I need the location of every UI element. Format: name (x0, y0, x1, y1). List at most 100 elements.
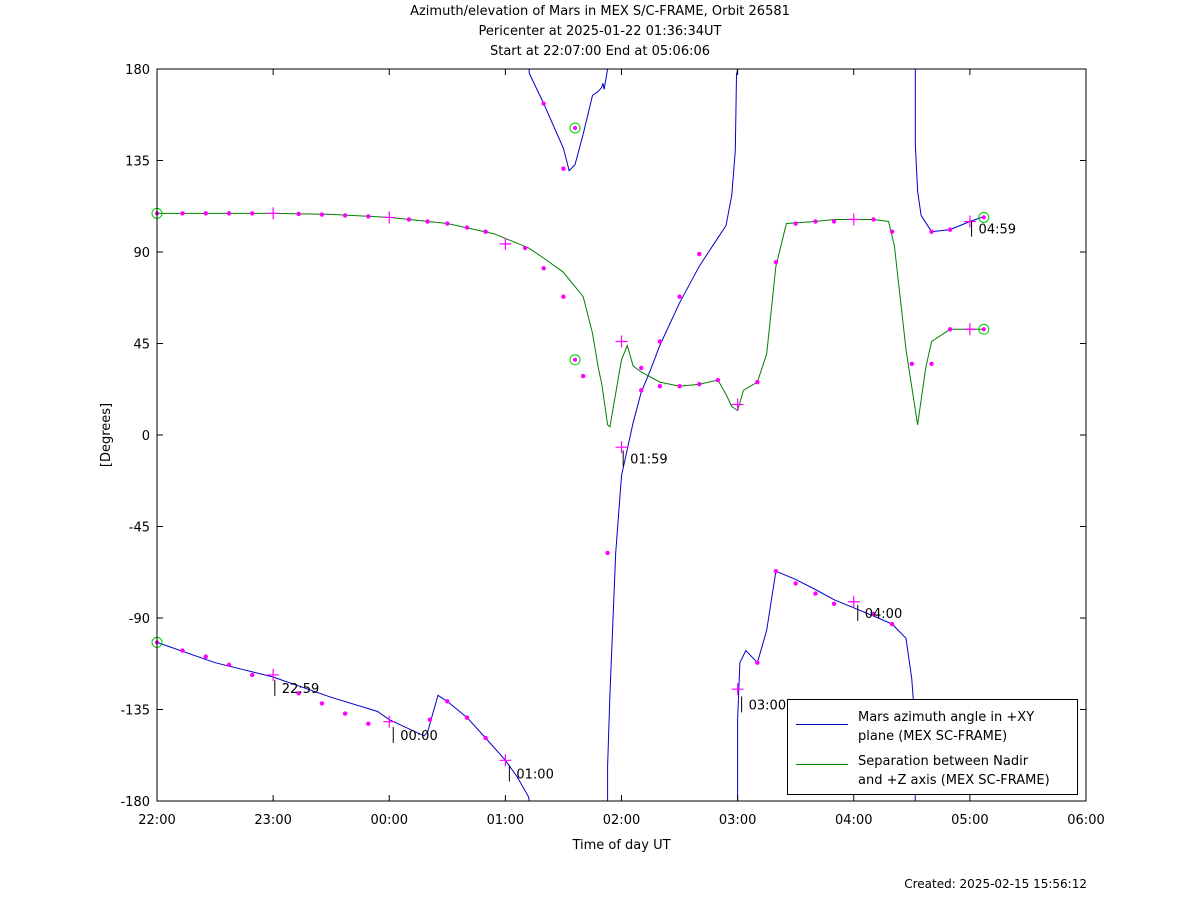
data-marker (657, 339, 663, 344)
time-annotations-layer: 22:59 00:00 01:00 01:59 03:00 04:00 04:59 (274, 220, 1016, 783)
hour-marker (383, 211, 396, 224)
data-marker (180, 648, 185, 653)
data-marker (561, 166, 566, 171)
data-marker (947, 327, 953, 332)
data-marker (522, 245, 528, 251)
endpoint-dot (981, 327, 986, 332)
hour-marker (383, 715, 396, 728)
data-marker (605, 550, 610, 556)
plot-series-layer (156, 68, 984, 802)
endpoint-dot (981, 215, 986, 220)
series-line-azimuth (528, 68, 609, 172)
data-marker (773, 569, 779, 574)
data-marker (180, 211, 185, 216)
data-marker (464, 715, 470, 720)
series-line-azimuth (156, 641, 530, 802)
data-marker (871, 611, 876, 617)
x-tick-label: 02:00 (603, 813, 640, 828)
series-line-separation (157, 212, 984, 428)
hour-marker (267, 207, 280, 220)
y-tick-label: 180 (125, 63, 150, 78)
x-tick-label: 00:00 (371, 813, 408, 828)
hour-marker (731, 683, 744, 696)
data-marker (755, 379, 760, 385)
data-marker (342, 213, 348, 218)
data-marker (406, 217, 412, 222)
endpoint-marker (569, 354, 581, 366)
hour-marker (615, 441, 628, 454)
y-tick-label: -180 (120, 795, 150, 810)
hour-marker (499, 237, 512, 250)
x-tick-label: 06:00 (1067, 813, 1104, 828)
annotation-label: 01:59 (630, 452, 667, 467)
data-marker (561, 294, 566, 299)
x-tick-label: 05:00 (951, 813, 988, 828)
data-marker (366, 721, 371, 726)
x-tick-label: 01:00 (487, 813, 524, 828)
data-marker (296, 211, 301, 217)
data-marker (929, 229, 934, 234)
hour-marker (847, 595, 860, 608)
y-tick-label: -45 (129, 521, 150, 536)
data-marker (483, 229, 488, 234)
endpoint-marker (978, 323, 990, 335)
data-marker (366, 214, 371, 219)
hour-marker (847, 213, 860, 226)
created-timestamp: Created: 2025-02-15 15:56:12 (904, 877, 1087, 891)
annotation-label: 00:00 (400, 729, 437, 744)
annotation-label: 04:00 (865, 607, 902, 622)
x-tick-label: 23:00 (254, 813, 291, 828)
hour-marker (963, 215, 976, 228)
start-end-subtitle: Start at 22:07:00 End at 05:06:06 (489, 44, 711, 59)
endpoint-marker (978, 211, 990, 223)
data-marker (697, 381, 702, 387)
data-marker (677, 384, 682, 389)
x-axis-label: Time of day UT (571, 838, 670, 853)
data-marker (831, 219, 837, 224)
data-marker (445, 699, 450, 704)
x-tick-label: 04:00 (835, 813, 872, 828)
y-axis-label: [Degrees] (99, 403, 114, 467)
data-marker (464, 225, 470, 230)
annotation-label: 01:00 (516, 768, 553, 783)
hour-marker (615, 335, 628, 348)
data-marker (226, 662, 232, 667)
data-marker (697, 251, 702, 257)
legend-swatch-green (796, 764, 848, 765)
data-marker (425, 219, 430, 224)
pericenter-subtitle: Pericenter at 2025-01-22 01:36:34UT (478, 24, 722, 39)
data-marker (483, 735, 488, 741)
data-marker (250, 672, 255, 678)
data-marker (831, 601, 837, 606)
annotation-label: 22:59 (282, 682, 319, 697)
data-marker (580, 373, 586, 379)
data-marker (715, 377, 721, 383)
data-marker (677, 294, 682, 299)
data-marker (755, 660, 760, 665)
series-line-azimuth (914, 69, 984, 233)
legend: Mars azimuth angle in +XY plane (MEX SC-… (787, 699, 1078, 795)
series-line-azimuth (607, 68, 739, 801)
endpoint-dot (573, 357, 578, 362)
data-marker (639, 365, 644, 371)
y-tick-label: 0 (142, 429, 150, 444)
x-tick-label: 03:00 (719, 813, 756, 828)
hour-marker (963, 323, 976, 336)
legend-swatch-blue (796, 724, 848, 725)
chart-title: Azimuth/elevation of Mars in MEX S/C-FRA… (410, 4, 790, 19)
data-marker (793, 221, 798, 226)
data-marker (947, 227, 953, 232)
data-marker (250, 211, 255, 216)
data-marker (639, 388, 644, 393)
legend-text-azimuth: Mars azimuth angle in +XY plane (MEX SC-… (858, 708, 1073, 746)
legend-label-azimuth-line1: Mars azimuth angle in +XY (858, 710, 1035, 725)
data-marker (445, 221, 450, 226)
data-marker (909, 361, 915, 367)
data-marker (226, 211, 232, 216)
data-marker (773, 259, 779, 265)
y-tick-label: -90 (129, 612, 150, 627)
data-marker (427, 717, 433, 722)
axes-layer: 22:00 23:00 00:00 01:00 02:00 03:00 04:00 05:00… (99, 63, 1105, 853)
annotation-label: 03:00 (749, 698, 786, 713)
